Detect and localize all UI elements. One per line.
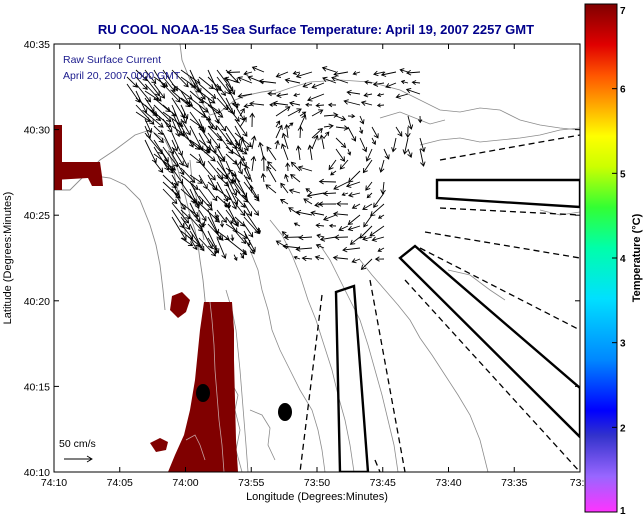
x-tick-label: 73:45: [370, 477, 396, 489]
y-axis-ticks: 40:35 40:30 40:25 40:20 40:15 40:10: [24, 39, 580, 479]
land-contour: [185, 301, 225, 472]
y-tick-label: 40:20: [24, 296, 50, 308]
colorbar-tick-label: 2: [620, 423, 626, 434]
x-tick-label: 73:40: [435, 477, 461, 489]
x-tick-label: 74:10: [41, 477, 67, 489]
y-axis-label: Latitude (Degrees:Minutes): [2, 192, 14, 325]
colorbar-label: Temperature (°C): [631, 213, 643, 302]
colorbar-ticks: 7 6 5 4 3 2 1: [612, 3, 626, 517]
colorbar-tick-label: 6: [620, 85, 626, 96]
x-axis-label: Longitude (Degrees:Minutes): [246, 491, 388, 503]
plot-area: [54, 44, 580, 472]
colorbar-tick-label: 7: [620, 6, 626, 17]
scale-label: 50 cm/s: [59, 438, 96, 450]
surface-current-vectors: [126, 66, 426, 271]
bathymetry-contours: [225, 79, 580, 472]
scale-arrow: [64, 455, 93, 463]
figure-title: RU COOL NOAA-15 Sea Surface Temperature:…: [98, 22, 534, 37]
annotation-line1: Raw Surface Current: [63, 54, 161, 66]
x-tick-label: 73:35: [501, 477, 527, 489]
station-marker: [278, 403, 292, 421]
colorbar-tick-label: 3: [620, 339, 626, 350]
radar-sectors: [334, 178, 580, 472]
colorbar-tick-label: 1: [620, 506, 626, 517]
station-marker: [196, 384, 210, 402]
y-tick-label: 40:10: [24, 467, 50, 479]
x-tick-label: 73:55: [238, 477, 264, 489]
annotation-line2: April 20, 2007 0000 GMT: [63, 70, 181, 82]
x-axis-ticks: 74:10 74:05 74:00 73:55 73:50 73:45 73:40 73:35…: [41, 44, 590, 489]
y-tick-label: 40:15: [24, 381, 50, 393]
y-tick-label: 40:35: [24, 39, 50, 51]
x-tick-label: 74:05: [107, 477, 133, 489]
colorbar-tick-label: 4: [620, 254, 626, 265]
radar-coverage-dashed: [299, 134, 580, 472]
x-tick-label: 74:00: [172, 477, 198, 489]
x-tick-label: 73:50: [304, 477, 330, 489]
y-tick-label: 40:30: [24, 125, 50, 137]
y-tick-label: 40:25: [24, 210, 50, 222]
colorbar-tick-label: 5: [620, 169, 626, 180]
